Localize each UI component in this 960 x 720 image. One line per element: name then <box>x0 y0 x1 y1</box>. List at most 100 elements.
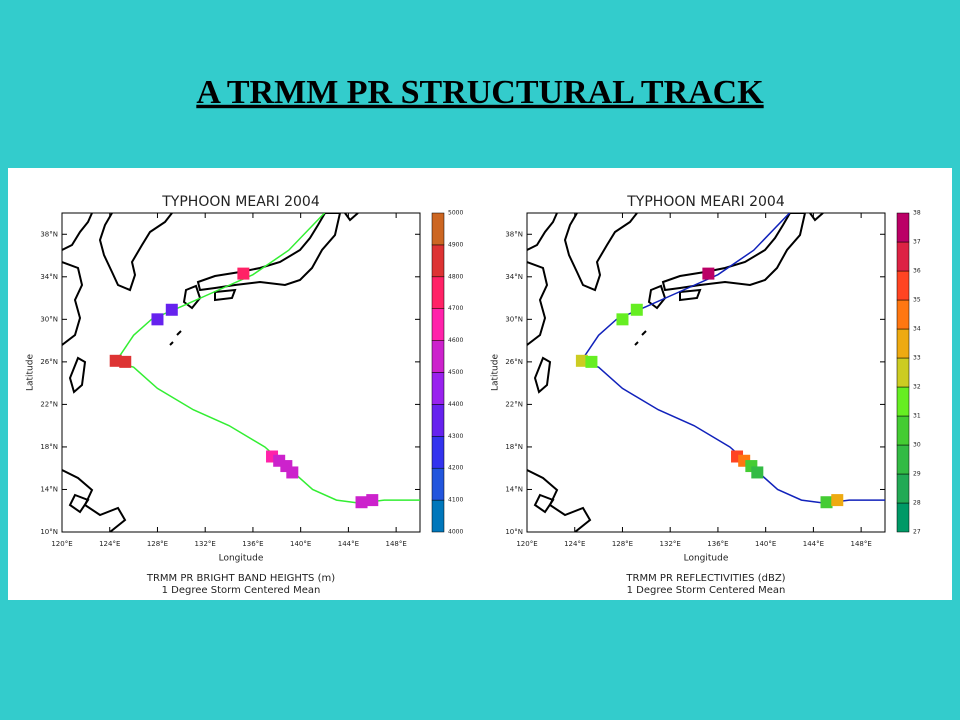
colorbar-label: 4000 <box>448 529 463 536</box>
colorbar-band <box>896 357 910 388</box>
x-tick-label: 144°E <box>803 540 824 548</box>
plot-frame <box>526 212 886 533</box>
y-tick-label: 14°N <box>40 485 58 493</box>
caption: 1 Degree Storm Centered Mean <box>162 585 321 596</box>
colorbar-label: 4100 <box>448 497 463 504</box>
x-tick-label: 148°E <box>850 540 871 548</box>
colorbar-band <box>896 386 910 417</box>
data-square <box>585 355 598 368</box>
colorbar-label: 30 <box>913 442 921 449</box>
x-tick-label: 136°E <box>707 540 728 548</box>
y-tick-label: 22°N <box>40 400 58 408</box>
colorbar-label: 4700 <box>448 305 463 312</box>
x-tick-label: 120°E <box>51 540 72 548</box>
storm-track <box>579 213 885 505</box>
colorbar-label: 33 <box>913 355 921 362</box>
colorbar-band <box>431 212 445 246</box>
y-tick-label: 26°N <box>40 358 58 366</box>
colorbar-label: 4300 <box>448 433 463 440</box>
data-square <box>355 496 368 509</box>
x-tick-label: 136°E <box>242 540 263 548</box>
x-tick-label: 128°E <box>147 540 168 548</box>
caption: 1 Degree Storm Centered Mean <box>627 585 786 596</box>
x-tick-label: 132°E <box>660 540 681 548</box>
x-tick-label: 140°E <box>755 540 776 548</box>
y-tick-label: 34°N <box>40 273 58 281</box>
colorbar-band <box>431 467 445 501</box>
slide-title: A TRMM PR STRUCTURAL TRACK <box>196 74 764 111</box>
data-square <box>237 267 250 280</box>
data-square <box>616 313 629 326</box>
x-tick-label: 148°E <box>385 540 406 548</box>
data-square <box>119 355 132 368</box>
colorbar-band <box>896 299 910 330</box>
y-tick-label: 18°N <box>505 443 523 451</box>
colorbar-band <box>896 212 910 243</box>
data-square <box>831 494 844 507</box>
x-axis-label: Longitude <box>684 554 729 564</box>
colorbar-band <box>431 372 445 405</box>
y-tick-label: 10°N <box>40 528 58 536</box>
colorbar-band <box>431 404 445 437</box>
data-square <box>165 303 178 316</box>
data-square <box>109 354 122 367</box>
y-tick-label: 30°N <box>40 315 58 323</box>
colorbar-label: 32 <box>913 384 921 391</box>
colorbar-label: 35 <box>913 297 921 304</box>
plot-frame <box>61 212 421 533</box>
colorbar-label: 36 <box>913 268 921 275</box>
x-tick-label: 124°E <box>564 540 585 548</box>
chart-title: TYPHOON MEARI 2004 <box>626 194 785 210</box>
x-tick-label: 140°E <box>290 540 311 548</box>
caption: TRMM PR REFLECTIVITIES (dBZ) <box>625 573 785 584</box>
chart-panel: TYPHOON MEARI 2004 Longitude Latitude TRMM … <box>26 194 464 596</box>
colorbar-band <box>896 415 910 446</box>
x-tick-label: 132°E <box>195 540 216 548</box>
y-tick-label: 38°N <box>40 230 58 238</box>
colorbar-band <box>896 241 910 272</box>
y-tick-label: 38°N <box>505 230 523 238</box>
caption: TRMM PR BRIGHT BAND HEIGHTS (m) <box>146 573 335 584</box>
colorbar-band <box>431 244 445 278</box>
y-tick-label: 18°N <box>40 443 58 451</box>
colorbar-band <box>896 270 910 301</box>
colorbar-label: 4800 <box>448 273 463 280</box>
colorbar-band <box>431 436 445 469</box>
data-square <box>751 466 764 479</box>
colorbar-band <box>431 499 445 533</box>
data-square <box>702 267 715 280</box>
colorbar-label: 37 <box>913 239 921 246</box>
data-square <box>820 496 833 509</box>
x-tick-label: 144°E <box>338 540 359 548</box>
colorbar-label: 28 <box>913 500 921 507</box>
colorbar-label: 34 <box>913 326 921 333</box>
y-tick-label: 10°N <box>505 528 523 536</box>
y-tick-label: 22°N <box>505 400 523 408</box>
x-tick-label: 128°E <box>612 540 633 548</box>
storm-track <box>114 213 420 505</box>
chart-panel: TYPHOON MEARI 2004 Longitude Latitude TRMM … <box>491 194 921 596</box>
x-tick-label: 124°E <box>99 540 120 548</box>
colorbar-label: 4600 <box>448 337 463 344</box>
y-tick-label: 34°N <box>505 273 523 281</box>
y-axis-label: Latitude <box>26 354 36 392</box>
colorbar-band <box>431 340 445 373</box>
y-tick-label: 14°N <box>505 485 523 493</box>
colorbar-band <box>896 444 910 475</box>
colorbar-band <box>431 276 445 309</box>
x-axis-label: Longitude <box>219 554 264 564</box>
data-square <box>630 303 643 316</box>
colorbar-label: 38 <box>913 210 921 217</box>
data-square <box>366 494 379 507</box>
x-tick-label: 120°E <box>516 540 537 548</box>
colorbar-band <box>896 502 910 533</box>
colorbar-label: 5000 <box>448 210 463 217</box>
data-square <box>286 466 299 479</box>
colorbar-label: 31 <box>913 413 921 420</box>
colorbar-label: 4900 <box>448 241 463 248</box>
y-tick-label: 30°N <box>505 315 523 323</box>
colorbar-label: 4500 <box>448 369 463 376</box>
colorbar-label: 4200 <box>448 465 463 472</box>
colorbar-label: 27 <box>913 529 921 536</box>
